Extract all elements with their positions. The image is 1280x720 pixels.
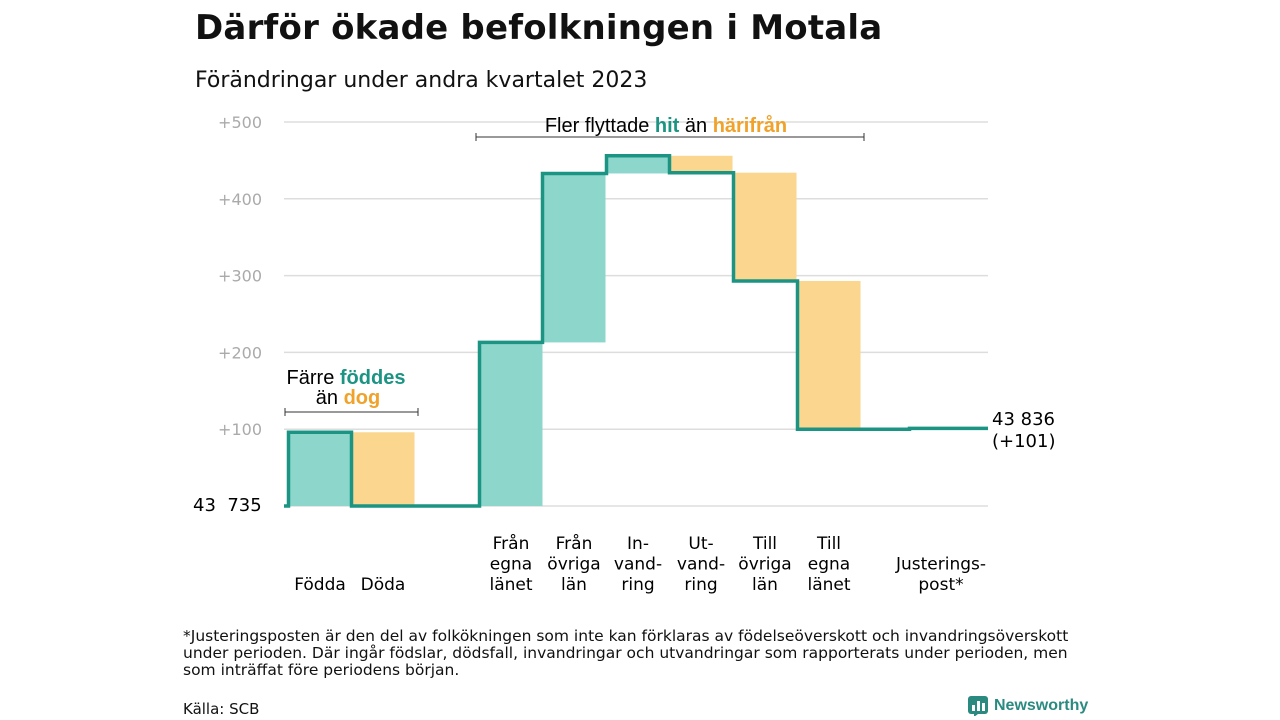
footnote: *Justeringsposten är den del av folkökni… [183,627,1069,679]
x-axis-label: egna [808,555,850,575]
x-axis-label: länet [489,575,532,595]
x-axis-label: Födda [294,575,346,595]
brand-name: Newsworthy [994,697,1089,714]
annotation-moved-bracket [475,133,865,141]
x-axis-label: In- [627,534,649,554]
y-tick-label: +500 [218,113,262,132]
chart-subtitle: Förändringar under andra kvartalet 2023 [195,68,648,93]
y-tick-label: +100 [218,420,262,439]
x-axis-label: Från [493,533,530,554]
y-tick-label: +400 [218,190,262,209]
x-axis-label: Till [752,534,777,554]
x-axis-label: Till [816,534,841,554]
start-value-label: 43 735 [193,495,262,516]
x-axis-label: Justerings- [895,555,986,575]
x-axis-label: Från [556,533,593,554]
annotation-born-line2: än dog [316,387,380,409]
bar [351,432,415,506]
bar [606,155,670,174]
waterfall-chart: +100+200+300+400+500 Födda DödaFrånegnalä… [193,113,1055,595]
x-axis-label: egna [490,555,532,575]
bar [797,280,861,430]
brand-logo: Newsworthy [968,696,1088,716]
x-axis-label: post* [918,575,963,595]
annotation-born-bracket [284,408,419,416]
annotation-moved: Fler flyttade hit än härifrån [545,114,787,137]
x-axis-label: övriga [738,555,791,575]
x-axis-label: ring [621,575,654,595]
x-axis-label: Döda [361,575,406,595]
x-axis-label: vand- [677,555,725,575]
x-axis-label: vand- [614,555,662,575]
bar [288,432,352,506]
bar [542,173,606,343]
bar-chart-icon [968,696,988,716]
x-axis-labels: Födda DödaFrånegnalänetFrånövrigalänIn-va… [294,533,986,595]
annotation-born-line1: Färre föddes [287,367,406,389]
end-change-label: (+101) [992,431,1055,452]
x-axis-label: län [752,575,778,595]
bar [669,155,733,173]
grid-lines: +100 +200 +300 +400 +500 [218,113,988,507]
cumulative-line-path [284,154,988,508]
bars [288,155,861,506]
bar [479,342,543,506]
cumulative-line [284,154,988,508]
x-axis-label: länet [807,575,850,595]
x-axis-label: övriga [547,555,600,575]
chart-title: Därför ökade befolkningen i Motala [195,8,883,48]
x-axis-label: Ut- [688,534,713,554]
end-value-label: 43 836 [992,409,1055,430]
x-axis-label: län [561,575,587,595]
source-label: Källa: SCB [183,700,260,718]
x-axis-label: ring [684,575,717,595]
y-tick-label: +300 [218,267,262,286]
bar [733,172,797,281]
y-tick-label: +200 [218,343,262,362]
